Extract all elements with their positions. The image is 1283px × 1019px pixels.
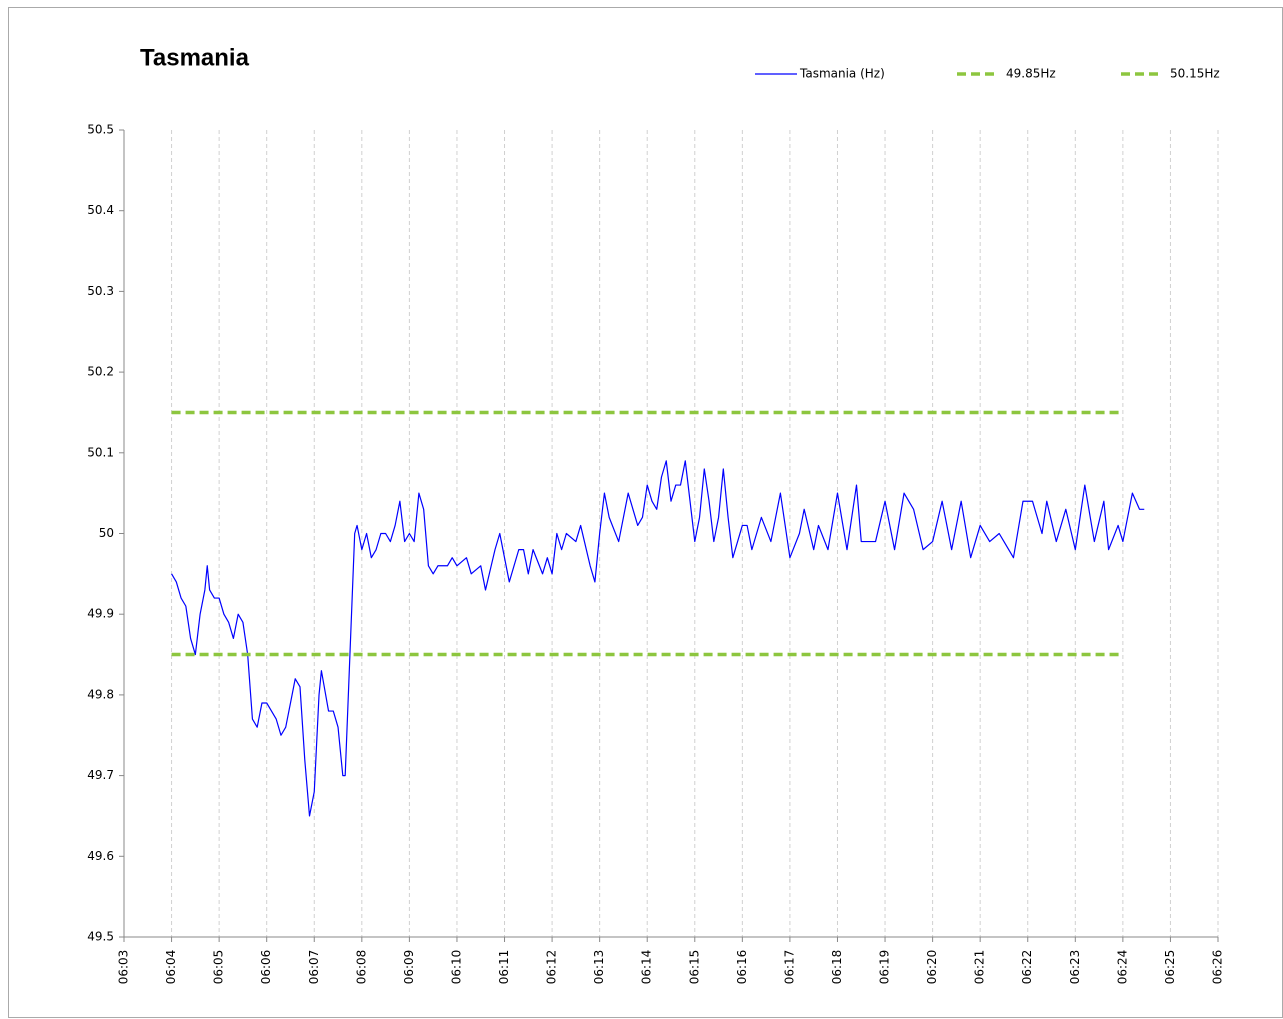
x-tick-label: 06:09 — [402, 950, 416, 985]
x-tick-label: 06:10 — [449, 950, 463, 985]
x-tick-label: 06:20 — [925, 950, 939, 985]
x-tick-label: 06:16 — [735, 950, 749, 985]
legend-label: 49.85Hz — [1006, 67, 1056, 81]
legend-label: Tasmania (Hz) — [799, 67, 885, 81]
x-tick-label: 06:04 — [164, 950, 178, 985]
x-tick-label: 06:12 — [545, 950, 559, 985]
y-tick-label: 50.2 — [87, 365, 114, 379]
x-tick-label: 06:25 — [1163, 950, 1177, 985]
x-tick-label: 06:19 — [878, 950, 892, 985]
y-tick-label: 50.1 — [87, 445, 114, 459]
x-tick-label: 06:03 — [117, 950, 131, 985]
line-series — [171, 460, 1145, 817]
x-tick-label: 06:14 — [640, 950, 654, 985]
y-tick-label: 50.3 — [87, 284, 114, 298]
x-tick-label: 06:11 — [497, 950, 511, 985]
y-tick-label: 49.7 — [87, 768, 114, 782]
x-tick-label: 06:24 — [1115, 950, 1129, 985]
y-tick-label: 49.9 — [87, 607, 114, 621]
y-tick-label: 50.5 — [87, 123, 114, 137]
y-tick-label: 50.4 — [87, 203, 114, 217]
x-tick-label: 06:08 — [354, 950, 368, 985]
y-tick-label: 49.6 — [87, 849, 114, 863]
chart-border — [8, 7, 1283, 1018]
legend-label: 50.15Hz — [1170, 67, 1220, 81]
x-tick-label: 06:18 — [830, 950, 844, 985]
y-tick-label: 49.8 — [87, 687, 114, 701]
x-tick-label: 06:13 — [592, 950, 606, 985]
x-tick-label: 06:15 — [687, 950, 701, 985]
y-tick-label: 49.5 — [87, 930, 114, 944]
y-tick-label: 50 — [99, 526, 114, 540]
x-tick-label: 06:22 — [1020, 950, 1034, 985]
x-tick-label: 06:07 — [307, 950, 321, 985]
x-tick-label: 06:05 — [212, 950, 226, 985]
x-tick-label: 06:26 — [1211, 950, 1225, 985]
chart-title: Tasmania — [140, 44, 250, 71]
x-tick-label: 06:17 — [782, 950, 796, 985]
x-tick-label: 06:21 — [973, 950, 987, 985]
x-tick-label: 06:06 — [259, 950, 273, 985]
x-tick-label: 06:23 — [1068, 950, 1082, 985]
